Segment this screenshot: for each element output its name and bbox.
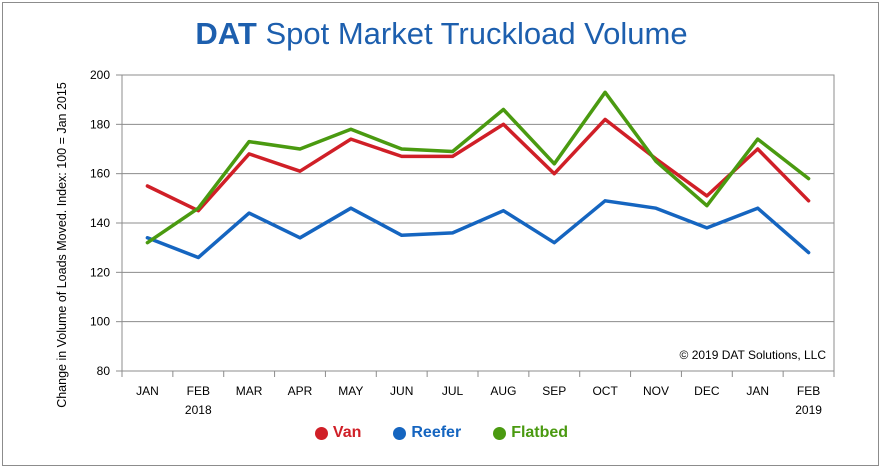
y-tick-label: 140 [90, 216, 110, 230]
series-line-reefer [145, 199, 811, 260]
y-axis-ticks: 80 100 120 140 160 180 200 [90, 68, 122, 378]
y-axis-label: Change in Volume of Loads Moved. Index: … [55, 82, 69, 408]
y-tick-label: 80 [97, 364, 111, 378]
title-text: Spot Market Truckload Volume [265, 16, 688, 51]
x-tick-label: MAY [338, 384, 363, 398]
x-tick-label: OCT [592, 384, 618, 398]
series-lines [145, 90, 811, 260]
legend: Van Reefer Flatbed [0, 424, 883, 442]
x-tick-label: JUL [442, 384, 464, 398]
x-tick-label: NOV [643, 384, 669, 398]
y-tick-label: 160 [90, 167, 110, 181]
legend-item-van: Van [314, 424, 362, 442]
legend-item-reefer: Reefer [393, 424, 461, 442]
legend-marker [493, 426, 507, 440]
series-line-flatbed [145, 90, 811, 245]
legend-label: Flatbed [511, 424, 569, 441]
y-tick-label: 100 [90, 315, 110, 329]
x-tick-label: APR [288, 384, 313, 398]
y-tick-label: 180 [90, 117, 110, 131]
x-tick-label: MAR [236, 384, 263, 398]
x-tick-label: DEC [694, 384, 720, 398]
title-brand: DAT [195, 16, 257, 51]
legend-label: Reefer [411, 424, 462, 441]
legend-item-flatbed: Flatbed [493, 424, 568, 442]
x-tick-year-label: 2018 [185, 403, 212, 417]
series-line-van [145, 117, 811, 213]
x-axis-ticks: JAN FEB 2018 MAR APR MAY JUN JUL AUG SEP OCT NOV DEC… [121, 371, 835, 417]
x-tick-label: FEB [187, 384, 210, 398]
x-tick-label: JAN [746, 384, 769, 398]
x-tick-label: AUG [490, 384, 516, 398]
legend-marker [393, 426, 407, 440]
x-tick-label: FEB [797, 384, 820, 398]
y-tick-label: 200 [90, 68, 110, 82]
x-tick-year-label: 2019 [795, 403, 822, 417]
x-tick-label: JAN [136, 384, 159, 398]
copyright-note: © 2019 DAT Solutions, LLC [680, 348, 827, 362]
legend-label: Van [332, 424, 362, 441]
y-tick-label: 120 [90, 265, 110, 279]
legend-marker [314, 426, 328, 440]
x-tick-label: SEP [542, 384, 566, 398]
chart-title: DAT Spot Market Truckload Volume [0, 14, 883, 54]
x-tick-label: JUN [390, 384, 413, 398]
